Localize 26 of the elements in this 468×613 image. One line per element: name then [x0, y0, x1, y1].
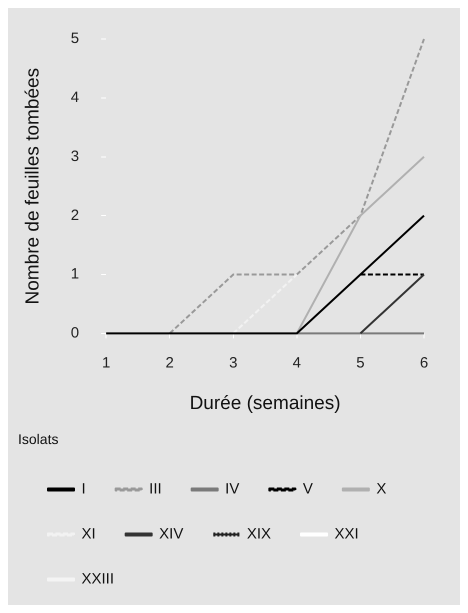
x-tick-label: 3: [229, 354, 238, 372]
legend-label: XXIII: [82, 570, 114, 588]
x-tick-label: 1: [102, 354, 110, 372]
y-tick-label: 3: [70, 148, 80, 165]
legend-label: I: [82, 480, 86, 498]
y-tick-label: 1: [70, 266, 80, 283]
x-axis-title: Durée (semaines): [190, 393, 341, 414]
legend-label: XXI: [334, 526, 359, 543]
x-tick-label: 2: [166, 354, 174, 372]
x-tick-label: 5: [356, 354, 365, 372]
legend-label: XIX: [246, 526, 272, 543]
legend-label: XIV: [159, 526, 184, 543]
x-tick-label: 6: [420, 354, 428, 372]
legend-title: Isolats: [18, 431, 58, 448]
legend-label: IV: [225, 480, 240, 498]
line-series: [168, 38, 425, 334]
x-tick-label: 4: [292, 354, 302, 372]
y-tick-label: 2: [70, 206, 80, 224]
y-tick-label: 5: [70, 30, 80, 48]
legend-label: XI: [82, 526, 96, 543]
y-tick-label: 0: [70, 324, 80, 342]
legend-label: III: [149, 480, 162, 498]
legend-label: V: [302, 480, 313, 498]
y-tick-label: 4: [70, 89, 80, 106]
y-axis-title: Nombre de feuilles tombées: [22, 68, 44, 304]
legend-label: X: [376, 480, 386, 498]
